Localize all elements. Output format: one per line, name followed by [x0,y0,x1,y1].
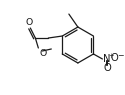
Text: O: O [111,53,119,63]
Text: +: + [108,53,113,59]
Text: O: O [104,63,112,73]
Text: O: O [39,49,47,58]
Text: N: N [103,54,111,64]
Text: −: − [117,51,123,61]
Text: O: O [26,18,33,27]
